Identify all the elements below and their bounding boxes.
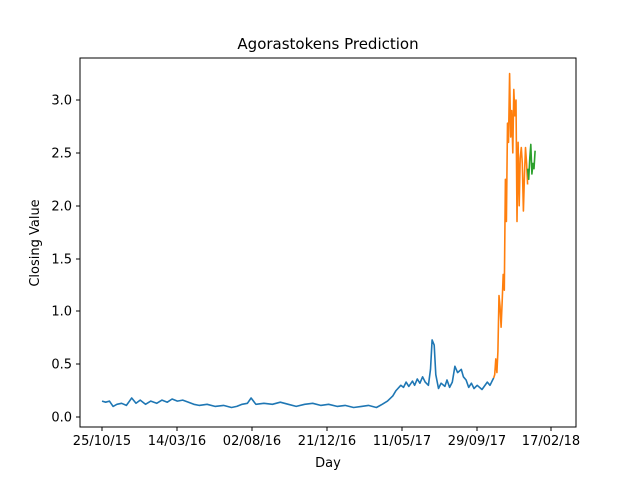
x-tick-label: 11/05/17 [373,434,431,449]
y-tick: 3.0 [51,94,80,109]
x-tick-label: 29/09/17 [448,434,506,449]
y-axis-label: Closing Value [28,199,43,286]
y-tick: 1.0 [51,305,80,320]
x-tick-label: 02/08/16 [223,434,281,449]
series-line-1 [101,339,495,409]
series-line-3 [526,143,536,181]
y-tick-label: 2.5 [51,147,72,162]
x-tick: 17/02/18 [522,427,580,449]
x-tick: 29/09/17 [448,427,506,449]
x-tick: 11/05/17 [373,427,431,449]
x-tick: 14/03/16 [148,427,206,449]
y-tick-label: 0.5 [51,358,72,373]
x-axis: 25/10/15 14/03/16 02/08/16 21/12/16 11/0… [73,427,580,449]
x-tick-label: 21/12/16 [298,434,356,449]
y-tick-label: 2.0 [51,200,72,215]
y-tick: 2.0 [51,200,80,215]
series-line-2 [492,72,529,379]
y-tick: 0.0 [51,411,80,426]
x-tick-label: 25/10/15 [73,434,131,449]
x-tick-label: 14/03/16 [148,434,206,449]
y-tick-label: 1.5 [51,253,72,268]
x-axis-label: Day [315,456,341,471]
x-tick: 21/12/16 [298,427,356,449]
chart-title: Agorastokens Prediction [237,35,418,53]
series-lines [101,72,536,409]
x-tick: 02/08/16 [223,427,281,449]
x-tick-label: 17/02/18 [522,434,580,449]
y-tick-label: 1.0 [51,305,72,320]
y-tick-label: 0.0 [51,411,72,426]
x-tick: 25/10/15 [73,427,131,449]
y-tick: 1.5 [51,253,80,268]
plot-area-frame [79,57,577,428]
y-axis: 0.0 0.5 1.0 1.5 2.0 2.5 3.0 [51,94,80,426]
y-tick-label: 3.0 [51,94,72,109]
y-tick: 2.5 [51,147,80,162]
y-tick: 0.5 [51,358,80,373]
